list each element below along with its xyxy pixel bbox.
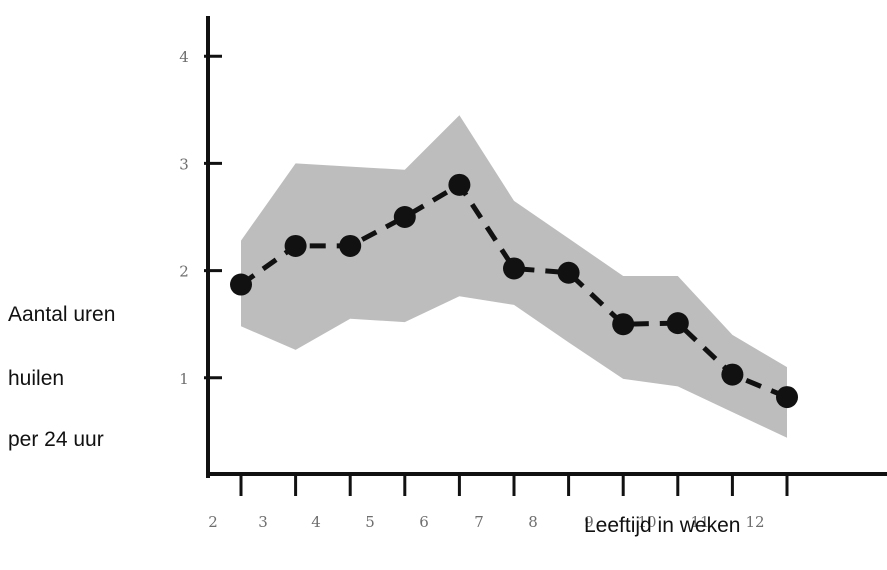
data-point bbox=[448, 173, 471, 196]
x-tick-label: 6 bbox=[419, 513, 429, 531]
x-tick-label: 7 bbox=[474, 513, 484, 531]
x-tick-label: 10 bbox=[637, 513, 656, 531]
x-tick-label: 12 bbox=[745, 513, 764, 531]
x-tick-label: 11 bbox=[690, 513, 709, 531]
x-tick-label: 4 bbox=[311, 513, 321, 531]
data-point bbox=[776, 386, 798, 409]
x-tick-label: 3 bbox=[258, 513, 268, 531]
x-tick-label: 2 bbox=[208, 513, 218, 531]
data-point bbox=[393, 206, 416, 228]
data-point bbox=[284, 234, 307, 257]
y-axis-label-line-2: huilen bbox=[8, 367, 65, 390]
data-point bbox=[666, 312, 689, 335]
series-markers bbox=[230, 173, 798, 409]
y-axis-label-line-1: Aantal uren bbox=[8, 303, 116, 326]
data-point bbox=[339, 234, 362, 257]
y-tick-label: 2 bbox=[179, 263, 189, 281]
y-tick-label: 3 bbox=[179, 155, 189, 173]
x-tick-label: 9 bbox=[584, 513, 594, 531]
y-tick-label: 4 bbox=[179, 48, 189, 66]
data-point bbox=[557, 261, 580, 284]
data-point bbox=[503, 257, 525, 280]
x-tick-label: 8 bbox=[528, 513, 538, 531]
y-axis-label-line-3: per 24 uur bbox=[8, 428, 104, 451]
y-tick-label: 1 bbox=[179, 370, 189, 388]
data-point bbox=[612, 313, 635, 336]
x-tick-label: 5 bbox=[365, 513, 375, 531]
data-point bbox=[721, 363, 744, 386]
data-point bbox=[230, 273, 252, 296]
axes bbox=[204, 16, 887, 496]
x-axis-label: Leeftijd in weken bbox=[584, 514, 741, 537]
